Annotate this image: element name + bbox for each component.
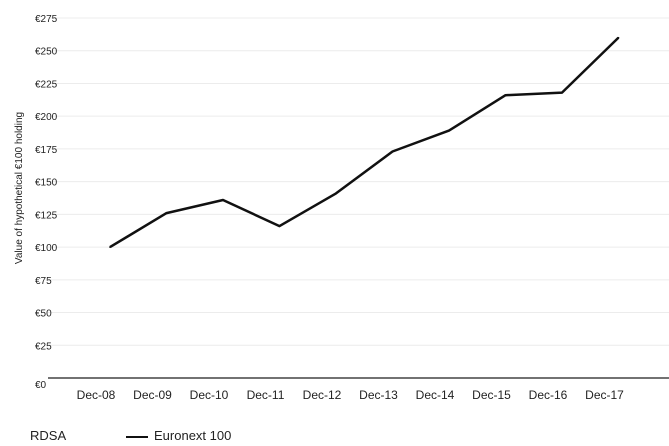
gridlines: [48, 17, 669, 346]
x-tick-labels: Dec-08 Dec-09 Dec-10 Dec-11 Dec-12 Dec-13 Dec-…: [77, 388, 625, 402]
data-point: [165, 212, 168, 214]
x-tick-label: Dec-15: [472, 388, 511, 402]
y-tick-label: €250: [35, 47, 58, 58]
x-tick-label: Dec-08: [77, 388, 116, 402]
data-point: [504, 94, 507, 97]
data-point: [278, 225, 281, 227]
data-point: [335, 192, 337, 195]
legend-swatch-euronext-100: [126, 436, 148, 438]
data-point: [222, 199, 224, 201]
data-point: [561, 91, 563, 94]
y-tick-label: €150: [35, 178, 58, 189]
data-point: [391, 150, 394, 153]
x-tick-label: Dec-13: [359, 388, 398, 402]
series-lines: [109, 36, 620, 249]
data-point: [448, 129, 450, 132]
x-tick-label: Dec-09: [133, 388, 172, 402]
y-tick-label: €100: [35, 243, 58, 254]
x-tick-label: Dec-16: [529, 388, 568, 402]
y-tick-labels: €0 €25 €50 €75 €100 €125 €150 €175 €200 €225 €250 €…: [35, 14, 58, 391]
legend-entry-rdsa: RDSA: [30, 428, 67, 443]
y-tick-label: €75: [35, 276, 52, 287]
x-tick-label: Dec-14: [416, 388, 455, 402]
y-tick-label: €275: [35, 14, 58, 25]
y-tick-label: €0: [35, 380, 47, 391]
x-tick-label: Dec-17: [585, 388, 624, 402]
legend: RDSA Euronext 100: [0, 426, 669, 446]
y-tick-label: €225: [35, 79, 58, 90]
y-tick-label: €50: [35, 309, 52, 320]
y-axis-label: Value of hypothetical €100 holding: [14, 112, 25, 264]
x-tick-label: Dec-12: [303, 388, 342, 402]
series-line-euronext-100: [109, 36, 620, 249]
y-tick-label: €25: [35, 341, 52, 352]
data-point: [109, 246, 111, 248]
data-point: [617, 36, 620, 39]
y-tick-label: €175: [35, 145, 58, 156]
y-tick-label: €200: [35, 112, 58, 123]
x-tick-label: Dec-11: [247, 388, 285, 402]
x-tick-label: Dec-10: [190, 388, 229, 402]
legend-entry-euronext-100: Euronext 100: [154, 428, 232, 443]
y-tick-label: €125: [35, 210, 58, 221]
